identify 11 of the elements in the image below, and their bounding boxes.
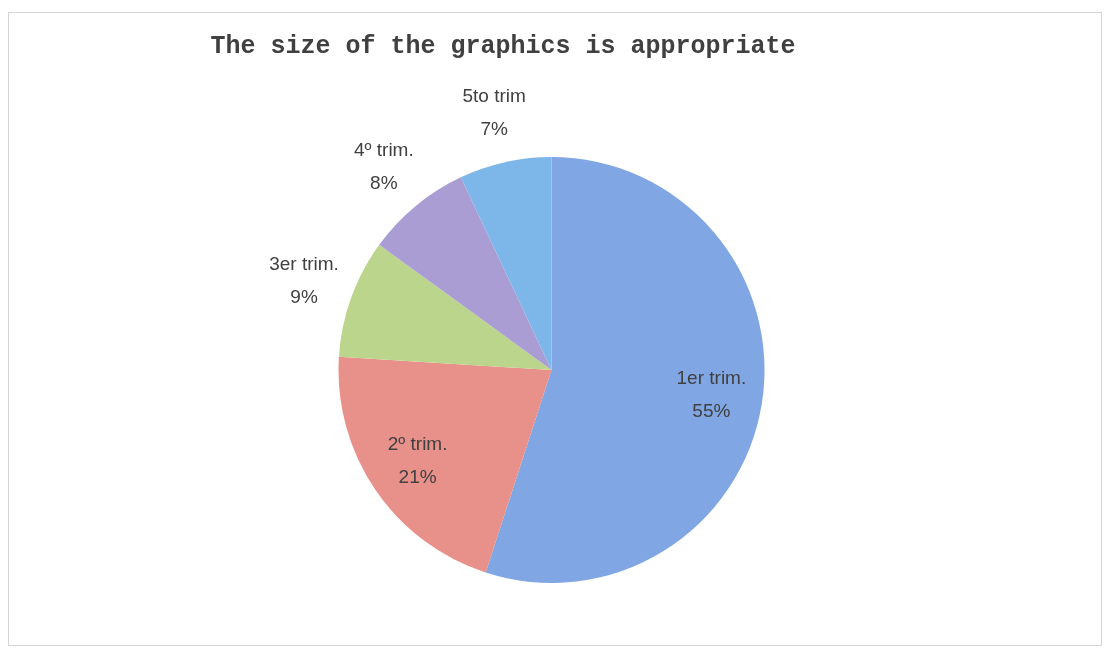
data-label: 55% (692, 400, 731, 422)
slice-label: 5to trim (462, 85, 526, 107)
slice-label: 3er trim. (269, 252, 339, 274)
data-label: 7% (480, 118, 508, 140)
slice-label: 1er trim. (676, 367, 747, 389)
chart-title: The size of the graphics is appropriate (209, 32, 797, 61)
data-label: 8% (370, 172, 398, 194)
data-label: 21% (398, 465, 437, 487)
slice-label: 2º trim. (387, 432, 448, 454)
data-label: 9% (290, 285, 318, 307)
slice-label: 4º trim. (354, 139, 414, 161)
